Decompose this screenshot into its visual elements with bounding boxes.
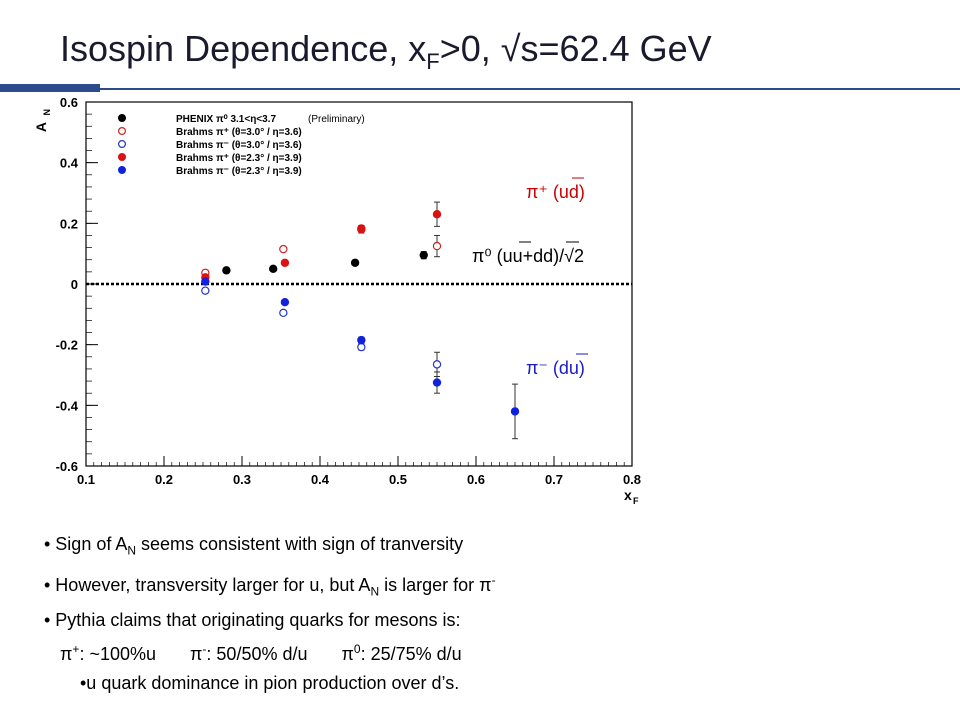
legend-entry: Brahms π⁻ (θ=2.3° / η=3.9)	[176, 166, 302, 177]
data-point	[432, 241, 442, 251]
bullet-3: • Pythia claims that originating quarks …	[44, 610, 461, 631]
title-text-rest: >0, √s=62.4 GeV	[439, 28, 712, 69]
y-tick-label: -0.6	[56, 459, 78, 474]
y-tick-label: 0.6	[60, 95, 78, 110]
data-point	[279, 244, 288, 254]
x-tick-label: 0.4	[311, 472, 330, 487]
x-axis-label: x	[624, 487, 632, 503]
legend-marker	[117, 126, 126, 135]
data-point	[350, 258, 360, 267]
data-point	[279, 308, 288, 318]
title-text: Isospin Dependence, x	[60, 28, 427, 69]
legend-marker	[117, 165, 126, 174]
data-point	[357, 335, 366, 345]
x-tick-label: 0.5	[389, 472, 407, 487]
y-tick-label: 0.2	[60, 216, 78, 231]
legend-entry: Brahms π⁺ (θ=3.0° / η=3.6)	[176, 127, 302, 138]
data-point	[510, 407, 520, 416]
bullet-4-quark-fractions: π+: ~100%u π-: 50/50% d/u π0: 25/75% d/u	[60, 642, 462, 665]
legend-entry: PHENIX π⁰ 3.1<η<3.7	[176, 114, 276, 125]
legend-entry: Brahms π⁺ (θ=2.3° / η=3.9)	[176, 153, 302, 164]
bullet-list: • Sign of AN seems consistent with sign …	[44, 530, 496, 698]
bullet-1: • Sign of AN seems consistent with sign …	[44, 534, 464, 558]
x-tick-label: 0.7	[545, 472, 563, 487]
data-point	[432, 378, 442, 387]
asymmetry-chart: 0.1 0.2 0.3 0.4 0.5 0.6 0.7 0.8 -0.6 -0.4 -0.2 0 0.2…	[33, 95, 641, 506]
title-subscript: F	[426, 49, 440, 75]
legend-marker	[117, 152, 126, 161]
slide-title: Isospin Dependence, xF>0, √s=62.4 GeV	[60, 28, 712, 75]
y-tick-label: 0.4	[60, 156, 79, 171]
data-point	[201, 286, 210, 295]
data-point	[432, 360, 442, 369]
y-tick-label: -0.4	[56, 398, 79, 413]
data-point	[432, 210, 442, 219]
bullet-2: • However, transversity larger for u, bu…	[44, 572, 496, 599]
x-axis-label-sub: F	[633, 496, 639, 506]
bullet-5: •u quark dominance in pion production ov…	[80, 673, 460, 694]
data-point	[357, 342, 366, 352]
data-point	[357, 225, 366, 234]
data-point	[269, 264, 278, 274]
legend-entry: Brahms π⁻ (θ=3.0° / η=3.6)	[176, 140, 302, 151]
title-rule	[0, 88, 960, 90]
y-axis-label-sub: N	[42, 109, 52, 116]
x-tick-label: 0.1	[77, 472, 95, 487]
legend-preliminary-note: (Preliminary)	[308, 114, 365, 125]
x-tick-label: 0.3	[233, 472, 251, 487]
annotation-label: π⁺ (ud)	[526, 182, 585, 202]
data-point	[222, 266, 231, 275]
annotation-label: π⁰ (uu+dd)/√2	[472, 246, 584, 266]
data-point	[419, 250, 428, 260]
data-point	[280, 297, 290, 307]
legend-marker	[117, 139, 126, 148]
y-tick-label: -0.2	[56, 338, 78, 353]
y-tick-label: 0	[71, 277, 78, 292]
y-axis-label: A	[33, 122, 49, 132]
data-point	[201, 277, 210, 286]
legend-marker	[117, 114, 126, 123]
x-tick-label: 0.6	[467, 472, 485, 487]
annotation-label: π⁻ (du)	[526, 358, 585, 378]
x-tick-label: 0.8	[623, 472, 641, 487]
x-tick-label: 0.2	[155, 472, 173, 487]
data-point	[280, 258, 290, 267]
